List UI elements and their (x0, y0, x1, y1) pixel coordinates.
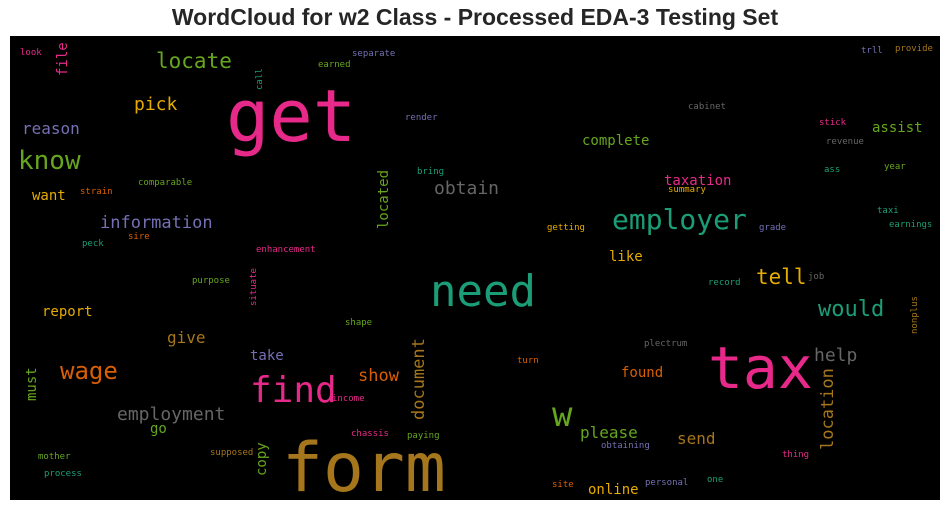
cloud-word: getting (547, 223, 585, 233)
cloud-word: purpose (192, 276, 230, 286)
cloud-word: want (32, 188, 66, 204)
cloud-word: turn (517, 356, 539, 366)
cloud-word: form (282, 429, 446, 500)
cloud-words: get form tax need find w employer know wage would… (18, 42, 933, 500)
cloud-word: enhancement (256, 245, 316, 255)
cloud-word: trll (861, 46, 883, 56)
cloud-word: thing (782, 450, 809, 460)
cloud-word: please (580, 423, 638, 442)
cloud-word: sire (128, 232, 150, 242)
cloud-word: site (552, 480, 574, 490)
cloud-word: cabinet (688, 102, 726, 112)
cloud-word: year (884, 162, 906, 172)
cloud-word: w (552, 395, 573, 435)
cloud-word: revenue (826, 137, 864, 147)
cloud-word: one (707, 475, 723, 485)
cloud-word: located (376, 170, 392, 229)
cloud-word: obtaining (601, 441, 650, 451)
cloud-word: taxi (877, 206, 899, 216)
cloud-word: copy (254, 442, 270, 476)
cloud-word: mother (38, 452, 71, 462)
cloud-word: help (814, 345, 857, 366)
cloud-word: tell (756, 265, 807, 289)
cloud-word: tax (708, 334, 813, 402)
cloud-word: look (20, 48, 42, 58)
cloud-word: paying (407, 431, 440, 441)
chart-title: WordCloud for w2 Class - Processed EDA-3… (171, 4, 779, 30)
cloud-word: pick (134, 94, 178, 115)
cloud-word: assist (872, 120, 923, 136)
cloud-word: must (24, 367, 40, 401)
cloud-word: found (621, 365, 663, 381)
cloud-word: chassis (351, 429, 389, 439)
cloud-word: call (255, 68, 265, 90)
cloud-word: locate (156, 49, 232, 73)
cloud-word: shape (345, 318, 372, 328)
cloud-word: need (430, 266, 536, 317)
cloud-word: reason (22, 119, 80, 138)
cloud-word: show (358, 366, 400, 386)
cloud-word: job (808, 272, 824, 282)
cloud-word: strain (80, 187, 113, 197)
cloud-word: wage (60, 357, 118, 385)
cloud-word: bring (417, 167, 444, 177)
cloud-word: employment (117, 404, 225, 425)
cloud-word: earned (318, 60, 351, 70)
cloud-word: earnings (889, 220, 932, 230)
cloud-word: record (708, 278, 741, 288)
cloud-word: find (250, 370, 337, 411)
cloud-word: report (42, 304, 93, 320)
cloud-word: supposed (210, 448, 253, 458)
cloud-word: ass (824, 165, 840, 175)
cloud-word: taxation (664, 173, 731, 189)
cloud-word: know (18, 146, 81, 176)
cloud-word: get (226, 74, 356, 158)
word-cloud: get form tax need find w employer know wage would… (10, 36, 940, 500)
cloud-word: nonplus (910, 296, 920, 334)
cloud-word: send (677, 429, 716, 448)
cloud-word: peck (82, 239, 104, 249)
cloud-word: situate (249, 268, 259, 306)
cloud-word: document (409, 338, 429, 420)
cloud-word: personal (645, 478, 688, 488)
cloud-word: separate (352, 49, 395, 59)
cloud-word: comparable (138, 178, 192, 188)
cloud-word: plectrum (644, 339, 687, 349)
cloud-word: like (609, 249, 643, 265)
cloud-word: obtain (434, 178, 499, 199)
cloud-word: income (332, 394, 365, 404)
cloud-word: provide (895, 44, 933, 54)
cloud-word: give (167, 328, 206, 347)
cloud-word: file (55, 42, 71, 76)
cloud-word: stick (819, 118, 847, 128)
cloud-word: grade (759, 223, 786, 233)
cloud-word: online (588, 482, 639, 498)
cloud-word: process (44, 469, 82, 479)
cloud-word: employer (612, 203, 747, 236)
cloud-word: summary (668, 185, 707, 195)
cloud-word: take (250, 348, 284, 364)
cloud-word: information (100, 213, 213, 233)
cloud-word: complete (582, 133, 649, 149)
cloud-word: render (405, 113, 438, 123)
cloud-word: would (818, 297, 884, 322)
cloud-background (10, 36, 940, 500)
cloud-word: go (150, 421, 167, 437)
cloud-word: location (818, 368, 838, 450)
